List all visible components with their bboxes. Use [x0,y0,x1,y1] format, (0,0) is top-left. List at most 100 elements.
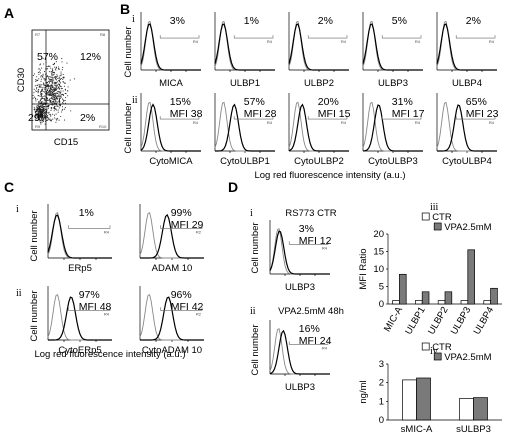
scatter-dot [46,99,49,101]
scatter-dot [35,111,37,113]
bar-ctr [483,300,491,305]
ylabel-d-ii: Cell number [250,324,261,375]
scatter-dot [56,97,58,100]
scatter-dot [60,88,62,90]
bar-y-tick-label: 10 [373,264,384,275]
gate-label-r7: R7 [35,32,41,37]
scatter-dot [36,120,38,122]
scatter-dot [34,116,36,118]
gate-label-r9: R9 [35,124,41,129]
scatter-dot [38,104,40,106]
scatter-dot [42,102,44,104]
isotype-curve [436,20,497,71]
hist-value-text: 1% [244,15,259,27]
bar-ctr [402,379,417,421]
scatter-dot [47,88,49,90]
scatter-dot [47,80,49,82]
scatter-dot [52,101,54,103]
hist-value-text: MFI 38 [170,108,203,120]
scatter-dot [39,64,41,66]
scatter-dot [58,107,60,109]
scatter-dot [41,109,43,111]
scatter-dot [57,109,59,111]
scatter-ylabel: CD30 [16,68,27,92]
scatter-dot [56,87,58,90]
scatter-dot [50,84,53,86]
scatter-dot [36,104,38,107]
scatter-dot [40,105,42,107]
stain-curve [47,214,112,259]
scatter-dot [51,74,53,76]
scatter-dot [53,62,56,64]
hist-value-text: 3% [299,223,314,235]
scatter-dot [56,98,58,100]
caption-c: Log red fluorescence intensity (a.u.) [34,349,185,360]
scatter-dot [65,97,67,99]
scatter-dot [57,91,59,93]
legend-label: VPA2.5mM [444,352,491,363]
scatter-dot [51,90,53,92]
scatter-dot [50,115,52,117]
scatter-dot [34,108,36,110]
scatter-dot [37,109,40,111]
scatter-dot [43,90,45,93]
isotype-curve [214,20,275,71]
scatter-dot [40,80,42,82]
scatter-dot [58,91,60,93]
ylabel-c-row2: Cell number [29,290,40,341]
scatter-dot [50,86,52,88]
hist-marker-label: ULBP3 [285,282,315,293]
scatter-dot [64,88,66,90]
scatter-dot [35,119,37,121]
scatter-dot [41,84,43,86]
scatter-dot [51,92,53,94]
hist-marker-label: CytoULBP4 [442,156,492,167]
histogram-row-b-i: R4 3% MICA R4 1% ULBP1 R4 2% ULBP2 R4 5% ULBP3 R4 2% U… [140,12,497,89]
hist-value-text: 2% [466,15,481,27]
stain-curve [140,213,204,259]
bar-y-tick-label: 1 [379,396,384,407]
scatter-dot [44,116,46,118]
scatter-dot [57,75,59,77]
hist-marker-label: ULBP1 [230,78,260,89]
hist-value-text: 57% [244,96,265,108]
scatter-dot [40,98,42,100]
scatter-dot [43,107,45,110]
scatter-dot [44,84,46,86]
scatter-dot [49,120,51,122]
scatter-dot [56,74,58,76]
gate-code: R4 [267,120,273,125]
scatter-dot [43,113,46,115]
gate-marker [381,116,422,120]
scatter-dot [54,83,56,85]
scatter-dot [44,117,46,119]
legend-swatch [421,342,430,351]
scatter-dot [35,88,38,90]
scatter-dot [43,109,45,112]
scatter-dot [51,108,53,110]
scatter-dot [47,83,49,86]
scatter-dot [42,107,44,109]
scatter-dot [52,88,54,90]
scatter-dot [64,82,66,84]
scatter-dot [57,111,59,113]
scatter-dot [61,58,63,60]
scatter-dot [62,94,64,96]
gate-marker [159,116,200,120]
scatter-dot [55,89,57,91]
scatter-dot [37,110,39,112]
hist-marker-label: CytoULBP3 [368,156,418,167]
scatter-dot [47,94,49,96]
scatter-dot [36,80,38,82]
hist-value-text: MFI 48 [79,301,112,313]
scatter-dot [50,71,52,73]
scatter-dot [51,91,53,93]
scatter-plot-a: R7 R8 R9 R10 57% 12% 29% 2% CD15 CD30 [16,29,110,148]
scatter-dot [33,88,35,90]
scatter-dot [61,111,63,113]
hist-marker-label: ULBP4 [452,78,482,89]
scatter-dot [51,81,53,83]
hist-marker-label: ULBP3 [285,382,315,393]
scatter-dot [63,119,66,121]
scatter-dot [52,98,54,100]
